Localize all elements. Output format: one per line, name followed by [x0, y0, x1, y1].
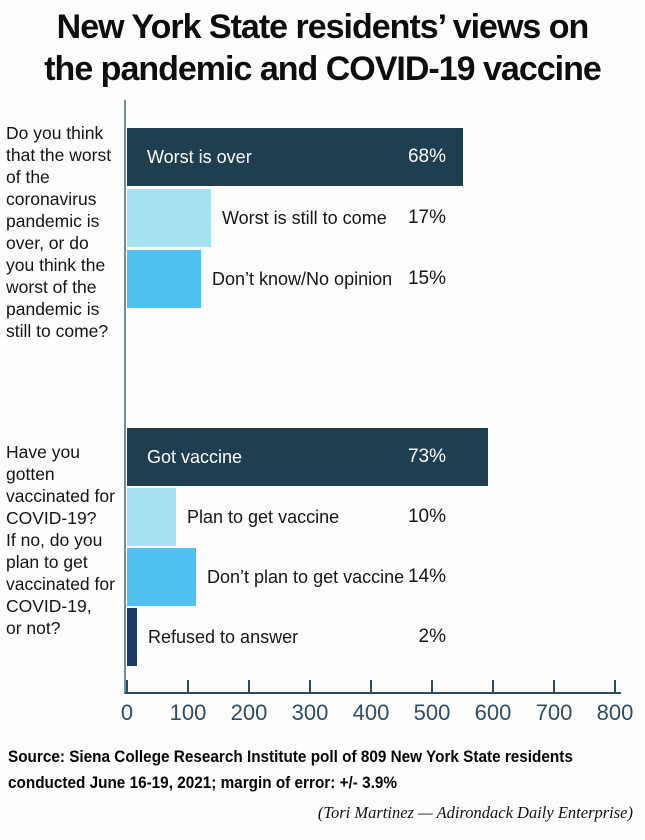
x-axis-tick	[614, 680, 616, 692]
question-text-line: still to come?	[6, 321, 109, 341]
x-axis-tick-label: 400	[352, 700, 390, 725]
question-text-line: Have you	[6, 442, 80, 462]
question-text-line: you think the	[6, 255, 106, 275]
x-axis-tick-label: 0	[120, 700, 134, 725]
x-axis-tick	[553, 680, 555, 692]
bar-percent: 14%	[407, 566, 446, 587]
x-axis-tick	[248, 680, 250, 692]
question-text-line: of the	[6, 167, 50, 187]
x-axis-tick-label: 300	[291, 700, 329, 725]
bar-percent: 68%	[407, 146, 446, 167]
x-axis-tick	[309, 680, 311, 692]
bar-label: Refused to answer	[148, 627, 299, 647]
bar-got-vaccine	[127, 428, 488, 486]
question-text-line: that the worst	[6, 145, 112, 165]
chart-title: New York State residents’ views on the p…	[0, 6, 645, 90]
bar-percent: 73%	[407, 446, 446, 467]
source-note-line-1: Source: Siena College Research Institute…	[8, 747, 573, 766]
bar-refused-to-answer	[127, 608, 137, 666]
question-text-line: COVID-19?	[6, 508, 97, 528]
x-axis-tick-label: 800	[596, 700, 634, 725]
question-text-line: Do you think	[6, 123, 104, 143]
x-axis-tick	[187, 680, 189, 692]
y-axis-line	[124, 100, 126, 694]
source-note: Source: Siena College Research Institute…	[8, 744, 584, 796]
question-text-line: vaccinated for	[6, 574, 115, 594]
bar-percent: 2%	[418, 626, 446, 647]
question-text-line: over, or do	[6, 233, 89, 253]
question-text-line: worst of the	[6, 277, 97, 297]
question-text-line: vaccinated for	[6, 486, 115, 506]
x-axis-tick	[370, 680, 372, 692]
question-text-group-1: Do you think that the worst of the coronavi…	[6, 122, 126, 342]
chart-title-line-2: the pandemic and COVID-19 vaccine	[44, 50, 602, 88]
bar-worst-is-over	[127, 128, 463, 186]
bar-worst-is-still-to-come	[127, 189, 211, 247]
question-text-line: or not?	[6, 618, 61, 638]
bar-don-t-know-no-opinion	[127, 250, 201, 308]
bar-label: Worst is over	[147, 147, 252, 167]
question-text-line: COVID-19,	[6, 596, 92, 616]
bar-label: Don’t plan to get vaccine	[207, 567, 405, 587]
x-axis-tick-label: 200	[230, 700, 268, 725]
x-axis-tick-label: 500	[413, 700, 451, 725]
source-note-line-2: conducted June 16-19, 2021; margin of er…	[8, 773, 398, 792]
x-axis-tick	[126, 680, 128, 692]
bar-label: Worst is still to come	[222, 208, 387, 228]
question-text-line: coronavirus	[6, 189, 97, 209]
bar-percent: 17%	[407, 207, 446, 228]
question-text-group-2: Have you gotten vaccinated for COVID-19? If …	[6, 441, 126, 639]
x-axis-line	[125, 692, 621, 694]
x-axis-tick-label: 600	[474, 700, 512, 725]
bar-percent: 15%	[407, 268, 446, 289]
bar-percent: 10%	[407, 506, 446, 527]
bar-plan-to-get-vaccine	[127, 488, 176, 546]
credit-line: (Tori Martinez — Adirondack Daily Enterp…	[317, 803, 633, 822]
x-axis-tick-label: 700	[535, 700, 573, 725]
bar-don-t-plan-to-get-vaccine	[127, 548, 196, 606]
question-text-line: gotten	[6, 464, 55, 484]
x-axis-tick-label: 100	[169, 700, 207, 725]
bar-label: Don’t know/No opinion	[212, 269, 393, 289]
question-text-line: plan to get	[6, 552, 88, 572]
x-axis-tick	[431, 680, 433, 692]
question-text-line: If no, do you	[6, 530, 103, 550]
chart-title-line-1: New York State residents’ views on	[56, 8, 590, 46]
question-text-line: pandemic is	[6, 299, 100, 319]
bar-label: Plan to get vaccine	[187, 507, 340, 527]
bar-label: Got vaccine	[147, 447, 243, 467]
x-axis-tick	[492, 680, 494, 692]
question-text-line: pandemic is	[6, 211, 100, 231]
